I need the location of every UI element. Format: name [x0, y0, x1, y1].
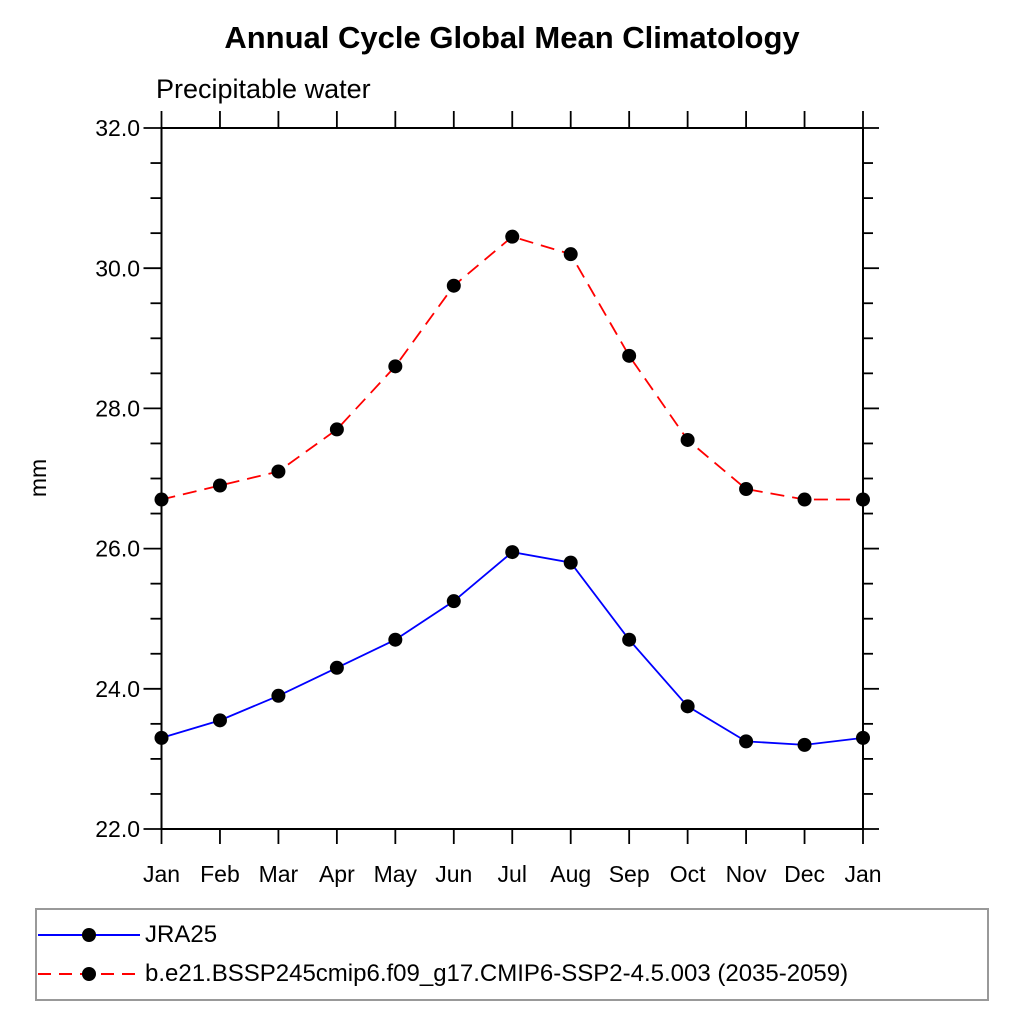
series-0-marker	[271, 688, 286, 703]
legend-line-sample-solid	[38, 928, 140, 942]
x-tick-label: Dec	[784, 861, 825, 887]
x-tick-label: Feb	[200, 861, 240, 887]
x-tick-label: Jan	[844, 861, 881, 887]
series-line-1	[161, 235, 863, 501]
series-1-marker	[388, 359, 403, 374]
series-1-marker	[271, 464, 286, 479]
series-0-marker	[622, 632, 637, 647]
series-0-marker	[505, 545, 520, 560]
chart-title: Annual Cycle Global Mean Climatology	[224, 20, 800, 55]
y-tick-label: 28.0	[95, 395, 140, 421]
legend-row-model: b.e21.BSSP245cmip6.f09_g17.CMIP6-SSP2-4.…	[37, 955, 987, 994]
series-1-marker	[680, 432, 695, 447]
series-0-marker	[446, 594, 461, 609]
legend: JRA25 b.e21.BSSP245cmip6.f09_g17.CMIP6-S…	[35, 908, 989, 1001]
legend-label-jra25: JRA25	[145, 921, 218, 948]
legend-line-sample-dashed	[38, 967, 140, 981]
x-tick-label: Mar	[259, 861, 299, 887]
series-1-marker	[505, 229, 520, 244]
series-1-marker	[446, 278, 461, 293]
series-0-marker	[329, 660, 344, 675]
series-0-marker	[154, 730, 169, 745]
series-0-marker	[680, 699, 695, 714]
series-0-marker	[797, 737, 812, 752]
y-axis-label: mm	[25, 459, 51, 497]
series-0-marker	[212, 713, 227, 728]
y-tick-label: 26.0	[95, 536, 140, 562]
series-1-marker	[154, 492, 169, 507]
x-tick-label: Nov	[726, 861, 767, 887]
x-tick-label: Jul	[498, 861, 527, 887]
x-tick-label: Aug	[550, 861, 591, 887]
series-0-marker	[563, 555, 578, 570]
series-1-marker	[856, 492, 870, 507]
series-1-marker	[739, 482, 754, 497]
series-1-marker	[212, 478, 227, 493]
chart-subtitle: Precipitable water	[156, 74, 371, 104]
y-tick-label: 24.0	[95, 676, 140, 702]
series-0-marker	[388, 632, 403, 647]
series-1-marker	[329, 422, 344, 437]
plot-area: mm Jan Feb Mar Apr May Jun Jul Aug Sep Oct Nov Dec J…	[25, 111, 882, 887]
series-1-marker	[563, 247, 578, 262]
x-tick-label: Apr	[319, 861, 355, 887]
x-tick-label: Oct	[670, 861, 706, 887]
y-tick-label: 32.0	[95, 115, 140, 141]
x-tick-label: Jan	[143, 861, 180, 887]
legend-row-jra25: JRA25	[37, 916, 987, 955]
series-1-marker	[622, 348, 637, 363]
x-tick-label: May	[374, 861, 418, 887]
legend-marker-icon	[82, 967, 96, 981]
legend-label-model: b.e21.BSSP245cmip6.f09_g17.CMIP6-SSP2-4.…	[145, 960, 849, 987]
y-tick-label: 30.0	[95, 255, 140, 281]
x-tick-label: Sep	[609, 861, 650, 887]
series-line-0	[161, 551, 864, 746]
series-0-marker	[739, 734, 754, 749]
legend-marker-icon	[82, 928, 96, 942]
x-tick-label: Jun	[435, 861, 472, 887]
series-1-marker	[797, 492, 812, 507]
series-0-marker	[856, 730, 870, 745]
y-tick-label: 22.0	[95, 816, 140, 842]
